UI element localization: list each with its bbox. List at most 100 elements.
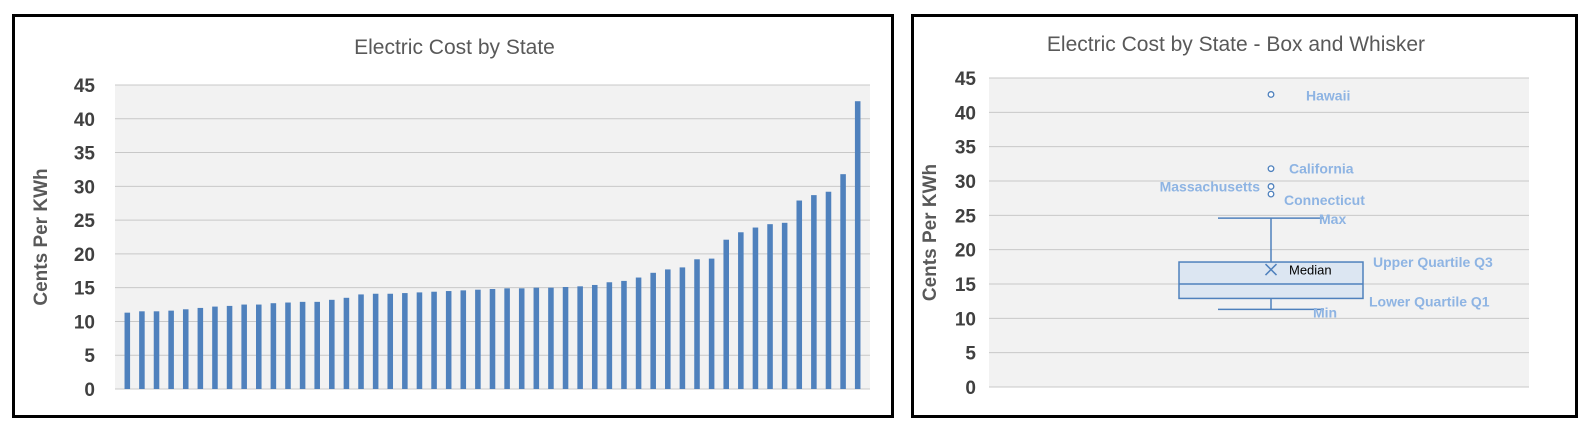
bar bbox=[738, 232, 744, 389]
bar bbox=[811, 195, 817, 389]
y-tick-label: 5 bbox=[965, 344, 976, 365]
y-tick-label: 20 bbox=[955, 241, 976, 262]
y-tick-label: 5 bbox=[84, 346, 95, 367]
y-tick-label: 25 bbox=[955, 206, 977, 227]
bar bbox=[854, 101, 861, 390]
bar-series bbox=[124, 101, 861, 390]
y-tick-label: 45 bbox=[74, 76, 96, 97]
bar bbox=[416, 292, 423, 389]
bar bbox=[270, 303, 277, 389]
bar bbox=[153, 311, 160, 389]
bar-chart: 0 5 10 15 20 25 30 35 40 45 Electric Cost by Stat… bbox=[31, 36, 870, 401]
bar bbox=[723, 239, 730, 389]
mean-marker bbox=[1264, 263, 1278, 276]
bar bbox=[825, 191, 832, 389]
bar bbox=[577, 286, 583, 389]
bar bbox=[372, 293, 379, 389]
y-axis-ticks: 0 5 10 15 20 25 30 35 40 45 bbox=[955, 69, 977, 399]
bar bbox=[402, 293, 408, 389]
q1-label: Lower Quartile Q1 bbox=[1369, 293, 1490, 309]
bar bbox=[621, 280, 627, 389]
bar bbox=[241, 304, 247, 389]
median-label: Median bbox=[1289, 263, 1332, 278]
outlier-label: Hawaii bbox=[1306, 87, 1350, 103]
y-tick-label: 30 bbox=[74, 177, 95, 198]
box-series bbox=[1178, 91, 1364, 311]
bar bbox=[635, 277, 642, 389]
bar bbox=[650, 272, 656, 389]
bar bbox=[694, 259, 700, 389]
bar bbox=[606, 282, 613, 389]
bar bbox=[343, 297, 350, 389]
bar bbox=[358, 294, 364, 389]
bar bbox=[752, 227, 759, 389]
y-tick-label: 25 bbox=[74, 211, 96, 232]
bar bbox=[285, 302, 291, 389]
box-chart-panel: 0 5 10 15 20 25 30 35 40 45 Hawaii California Massa… bbox=[911, 14, 1578, 418]
iqr-box bbox=[1178, 261, 1364, 300]
box-annotations: Hawaii California Massachusetts Connecticut… bbox=[1160, 87, 1493, 320]
outlier-point bbox=[1267, 190, 1275, 198]
bar bbox=[518, 288, 525, 389]
y-tick-label: 35 bbox=[74, 144, 96, 165]
bar bbox=[124, 312, 131, 389]
bar bbox=[665, 269, 671, 389]
bar bbox=[212, 306, 218, 389]
bar bbox=[767, 224, 773, 389]
chart-title: Electric Cost by State - Box and Whisker bbox=[1047, 33, 1425, 56]
y-tick-label: 30 bbox=[955, 172, 976, 193]
y-tick-label: 15 bbox=[955, 275, 977, 296]
box-whisker-chart: 0 5 10 15 20 25 30 35 40 45 Hawaii California Massa… bbox=[920, 33, 1529, 399]
outlier-label: Massachusetts bbox=[1160, 178, 1261, 194]
y-tick-label: 35 bbox=[955, 138, 977, 159]
bar bbox=[679, 267, 686, 389]
bar bbox=[562, 286, 569, 389]
bar bbox=[431, 291, 437, 389]
outlier-point bbox=[1267, 183, 1275, 190]
y-axis-ticks: 0 5 10 15 20 25 30 35 40 45 bbox=[74, 76, 96, 401]
bar bbox=[796, 200, 803, 389]
y-axis-label: Cents Per KWh bbox=[31, 168, 52, 305]
bar bbox=[387, 293, 394, 389]
bar bbox=[255, 304, 262, 389]
plot-area bbox=[989, 78, 1529, 387]
bar bbox=[460, 290, 467, 389]
y-tick-label: 15 bbox=[74, 279, 96, 300]
y-tick-label: 45 bbox=[955, 69, 977, 90]
outlier-point bbox=[1267, 165, 1275, 173]
q3-label: Upper Quartile Q3 bbox=[1373, 254, 1493, 270]
y-tick-label: 0 bbox=[965, 378, 976, 399]
bar bbox=[299, 301, 306, 389]
bar bbox=[139, 311, 145, 389]
bar bbox=[533, 287, 540, 389]
outlier-label: Connecticut bbox=[1284, 192, 1365, 208]
min-label: Min bbox=[1313, 304, 1337, 320]
bar bbox=[197, 307, 204, 389]
max-label: Max bbox=[1319, 211, 1346, 227]
bar bbox=[781, 222, 788, 389]
bar bbox=[504, 288, 510, 389]
bar bbox=[591, 284, 598, 389]
bar bbox=[475, 289, 481, 389]
chart-title: Electric Cost by State bbox=[354, 36, 555, 59]
bar bbox=[182, 309, 189, 389]
y-tick-label: 20 bbox=[74, 245, 95, 266]
y-tick-label: 40 bbox=[74, 110, 95, 131]
outlier-label: California bbox=[1289, 161, 1354, 177]
bar bbox=[445, 291, 452, 389]
y-axis-label: Cents Per KWh bbox=[920, 164, 941, 301]
bar bbox=[489, 289, 496, 389]
y-tick-label: 10 bbox=[955, 309, 976, 330]
y-tick-label: 40 bbox=[955, 103, 976, 124]
bar bbox=[226, 305, 233, 389]
bar bbox=[329, 299, 335, 389]
bar-chart-panel: 0 5 10 15 20 25 30 35 40 45 Electric Cost by Stat… bbox=[12, 14, 894, 418]
bar bbox=[168, 310, 174, 389]
bar bbox=[548, 287, 554, 389]
y-tick-label: 10 bbox=[74, 312, 95, 333]
y-tick-label: 0 bbox=[84, 380, 95, 401]
outlier-point bbox=[1267, 91, 1275, 98]
bar bbox=[314, 301, 320, 389]
bar bbox=[708, 258, 715, 389]
bar bbox=[840, 174, 846, 389]
